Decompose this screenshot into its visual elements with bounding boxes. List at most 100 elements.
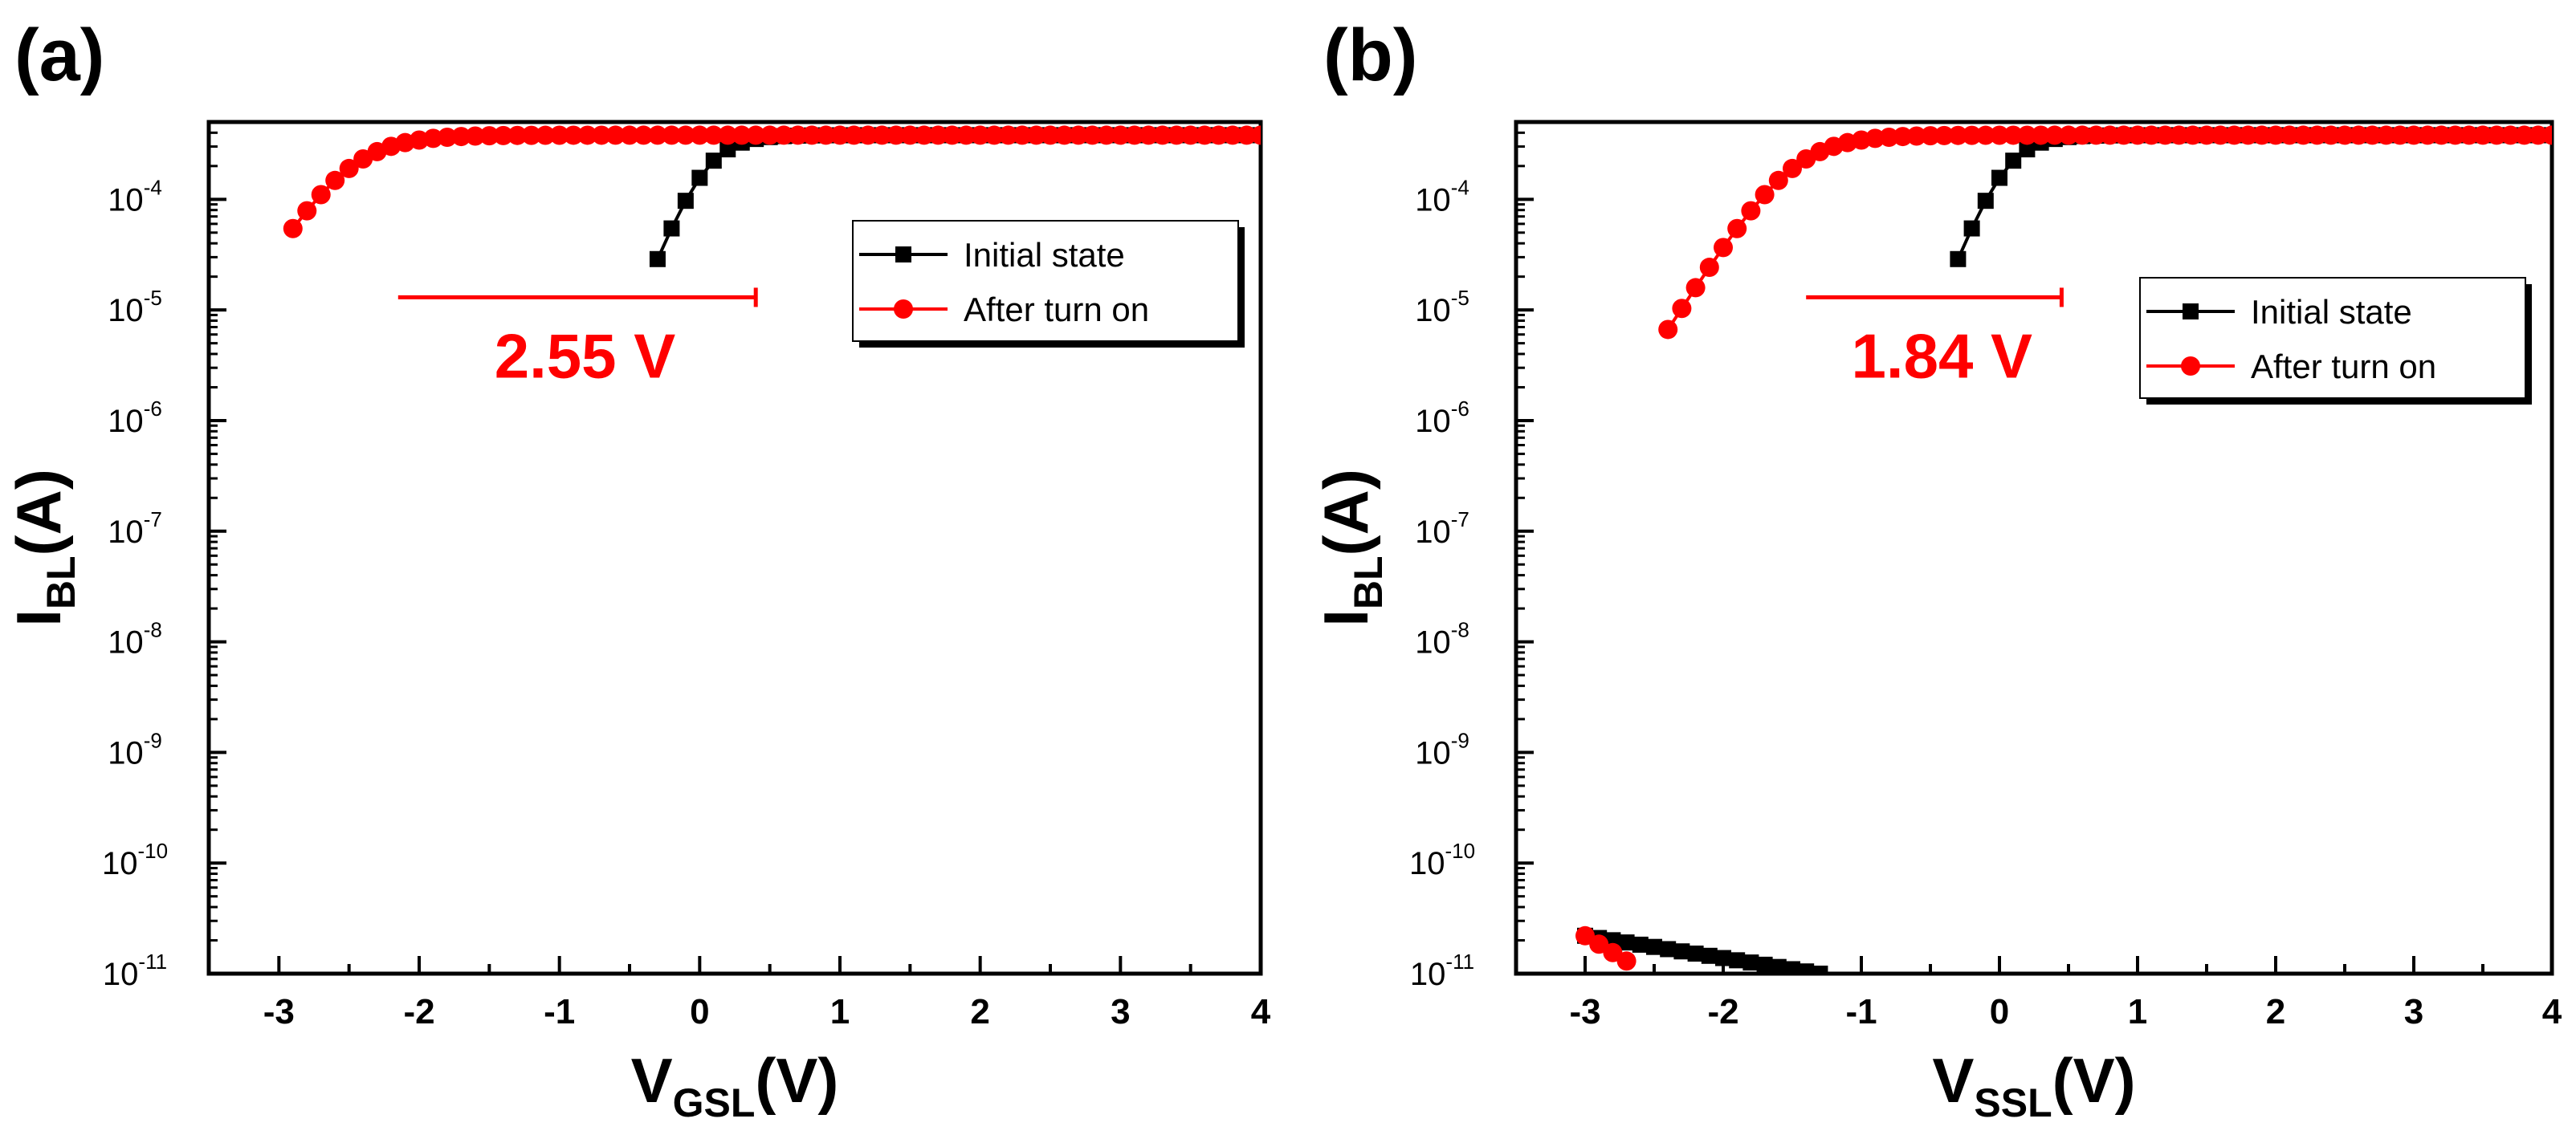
data-point bbox=[311, 185, 331, 205]
data-point bbox=[493, 125, 513, 145]
data-point bbox=[2128, 125, 2147, 145]
data-point bbox=[1715, 950, 1731, 966]
data-point bbox=[802, 125, 822, 145]
data-point bbox=[1096, 125, 1116, 145]
data-point bbox=[1223, 125, 1243, 145]
data-area bbox=[283, 125, 1261, 267]
data-point bbox=[732, 125, 752, 145]
data-point bbox=[2059, 125, 2078, 145]
data-point bbox=[2404, 125, 2423, 145]
data-point bbox=[1646, 938, 1662, 955]
data-point bbox=[2181, 356, 2200, 376]
data-point bbox=[1082, 125, 1103, 145]
data-point bbox=[297, 201, 317, 221]
x-tick-label: -3 bbox=[263, 992, 295, 1031]
legend-box bbox=[852, 220, 1239, 342]
data-point bbox=[2183, 125, 2203, 145]
y-axis-label-group: IBL(A) bbox=[1310, 469, 1391, 627]
data-point bbox=[914, 125, 934, 145]
data-point bbox=[1948, 125, 1968, 145]
data-point bbox=[2528, 125, 2548, 145]
data-point bbox=[719, 141, 736, 158]
data-point bbox=[690, 125, 710, 145]
data-point bbox=[410, 130, 429, 150]
data-point bbox=[1784, 961, 1800, 974]
data-point bbox=[2293, 125, 2313, 145]
data-point bbox=[1152, 125, 1172, 145]
data-point bbox=[1632, 936, 1649, 953]
data-point bbox=[2155, 125, 2175, 145]
data-point bbox=[1139, 125, 1159, 145]
y-tick-label: 10-9 bbox=[108, 728, 162, 771]
data-point bbox=[1975, 125, 1995, 145]
x-axis-label: VGSL(V) bbox=[631, 1045, 839, 1125]
data-point bbox=[2473, 125, 2492, 145]
y-tick-label: 10-7 bbox=[1415, 507, 1469, 550]
y-tick-label: 10-8 bbox=[1415, 618, 1469, 661]
x-tick-label: -3 bbox=[1569, 992, 1600, 1031]
data-point bbox=[816, 125, 836, 145]
data-point bbox=[760, 125, 780, 145]
legend-label: Initial state bbox=[2251, 293, 2412, 331]
y-tick-label: 10-4 bbox=[108, 175, 162, 218]
panel-a-label: (a) bbox=[14, 14, 104, 96]
data-point bbox=[774, 125, 794, 145]
data-point bbox=[1111, 125, 1131, 145]
data-point bbox=[2252, 125, 2272, 145]
data-point bbox=[1687, 946, 1704, 962]
x-tick-label: 3 bbox=[2404, 992, 2423, 1031]
data-point bbox=[894, 299, 913, 319]
y-tick-label: 10-10 bbox=[102, 839, 168, 881]
data-point bbox=[1660, 941, 1677, 958]
legend-label: After turn on bbox=[2251, 348, 2436, 385]
data-point bbox=[830, 125, 850, 145]
data-point bbox=[663, 220, 680, 237]
data-point bbox=[1906, 126, 1926, 146]
data-point bbox=[2017, 125, 2037, 145]
plot-frame bbox=[1514, 120, 2554, 976]
data-point bbox=[2307, 125, 2327, 145]
data-point bbox=[788, 125, 808, 145]
data-point bbox=[2211, 125, 2231, 145]
x-tick-label: 1 bbox=[2128, 992, 2147, 1031]
data-point bbox=[1673, 943, 1690, 960]
data-point bbox=[283, 218, 303, 238]
data-point bbox=[2390, 125, 2410, 145]
data-point bbox=[2501, 125, 2521, 145]
data-point bbox=[1934, 125, 1954, 145]
data-point bbox=[2514, 125, 2534, 145]
data-point bbox=[1714, 238, 1733, 258]
data-point bbox=[1991, 169, 2007, 186]
data-point bbox=[649, 250, 666, 267]
data-point bbox=[2238, 125, 2258, 145]
data-point bbox=[521, 125, 541, 145]
y-axis-label: IBL(A) bbox=[3, 469, 84, 627]
data-point bbox=[2169, 125, 2189, 145]
y-tick-label: 10-9 bbox=[1415, 728, 1469, 771]
data-point bbox=[2335, 125, 2354, 145]
data-point bbox=[2487, 125, 2507, 145]
data-point bbox=[2280, 125, 2300, 145]
y-axis-label-group: IBL(A) bbox=[3, 469, 84, 627]
data-point bbox=[2031, 125, 2051, 145]
y-tick-label: 10-6 bbox=[1415, 397, 1469, 439]
data-point bbox=[1990, 125, 2009, 145]
data-point bbox=[1729, 952, 1746, 969]
data-point bbox=[451, 127, 471, 147]
data-point bbox=[1068, 125, 1088, 145]
data-point bbox=[1893, 127, 1913, 147]
panel-b-label: (b) bbox=[1323, 14, 1417, 96]
data-point bbox=[2142, 125, 2162, 145]
data-point bbox=[703, 125, 723, 145]
data-point bbox=[479, 126, 499, 146]
data-point bbox=[2418, 125, 2438, 145]
x-tick-label: 2 bbox=[2266, 992, 2285, 1031]
data-point bbox=[1699, 258, 1719, 278]
data-point bbox=[2019, 141, 2036, 158]
data-point bbox=[2003, 125, 2024, 145]
data-point bbox=[1977, 193, 1994, 209]
data-point bbox=[746, 125, 766, 145]
data-point bbox=[1209, 125, 1229, 145]
data-point bbox=[2044, 125, 2064, 145]
data-point bbox=[1616, 951, 1636, 971]
